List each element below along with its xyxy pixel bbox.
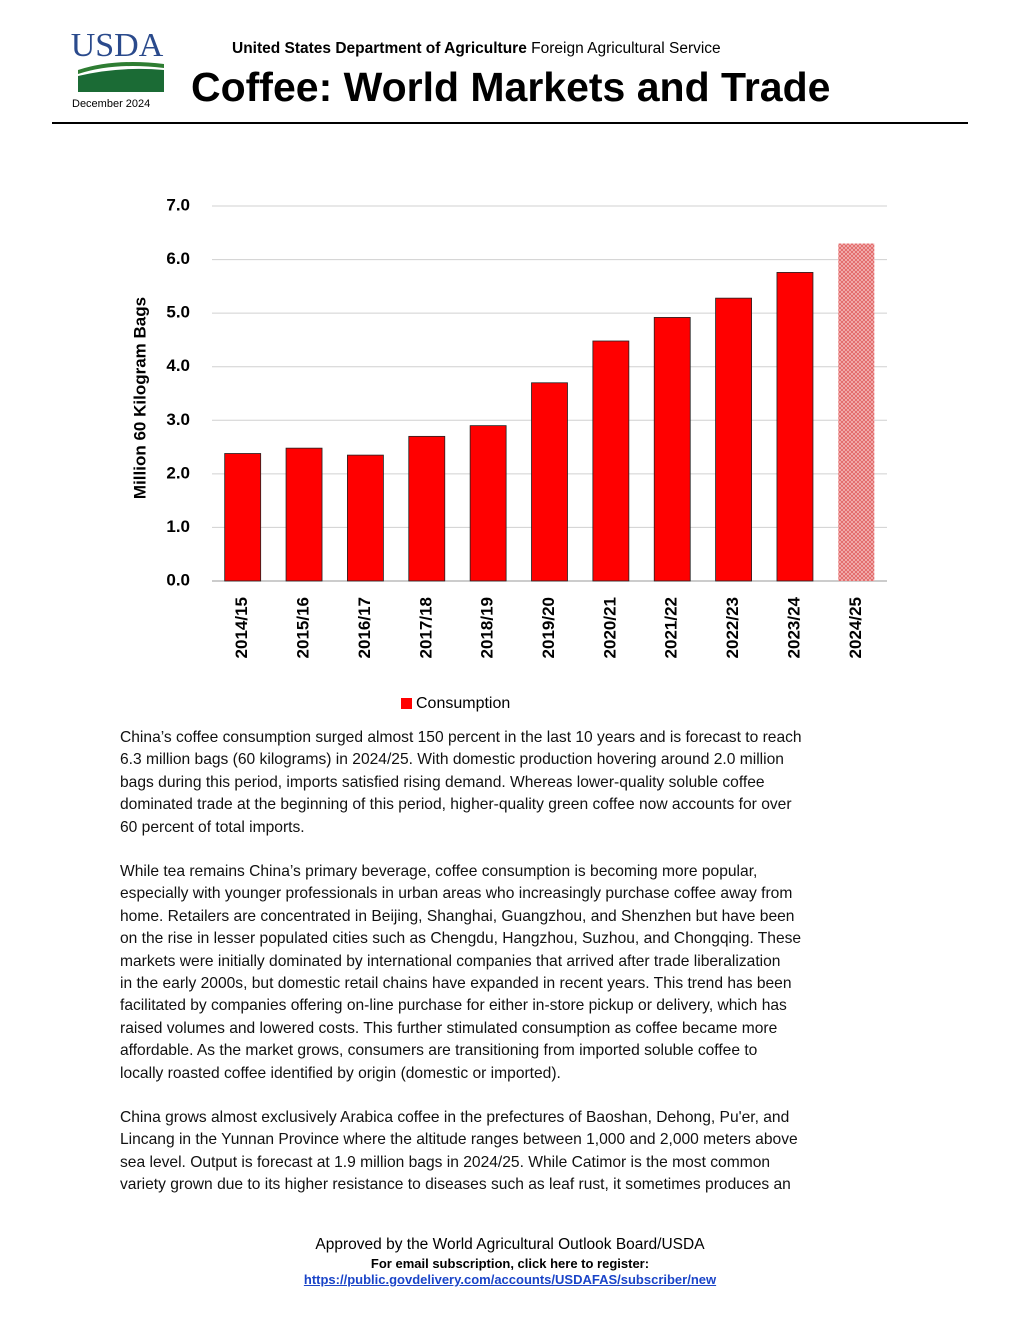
y-tick-label: 4.0 — [166, 356, 190, 375]
date: December 2024 — [72, 98, 151, 110]
subscribe-link[interactable]: https://public.govdelivery.com/accounts/… — [303, 1272, 717, 1287]
text-line: locally roasted coffee identified by ori… — [120, 1064, 561, 1082]
text-line: China grows almost exclusively Arabica c… — [120, 1109, 790, 1126]
x-tick-label: 2015/16 — [294, 597, 313, 658]
bar — [776, 272, 814, 582]
bar — [715, 297, 752, 582]
logo-text: USDA — [71, 28, 164, 64]
text-line: bags during this period, imports satisfi… — [120, 773, 765, 791]
subscribe: For email subscription, click here to re… — [370, 1256, 650, 1271]
y-axis-label: Million 60 Kilogram Bags — [130, 297, 149, 499]
text-line: markets were initially dominated by inte… — [120, 952, 781, 970]
bar — [531, 382, 568, 582]
approved: Approved by the World Agricultural Outlo… — [315, 1236, 705, 1253]
legend-label: Consumption — [416, 695, 510, 712]
x-tick-label: 2014/15 — [232, 597, 251, 658]
x-tick-label: 2023/24 — [784, 596, 803, 658]
text-line: raised volumes and lowered costs. This f… — [120, 1019, 778, 1037]
text-line: China’s coffee consumption surged almost… — [120, 729, 802, 746]
text-line: in the early 2000s, but domestic retail … — [120, 975, 792, 993]
text-line: 6.3 million bags (60 kilograms) in 2024/… — [120, 751, 784, 769]
x-tick-label: 2017/18 — [416, 597, 435, 658]
bar — [224, 453, 262, 582]
x-tick-label: 2019/20 — [539, 597, 558, 658]
x-tick-label: 2016/17 — [355, 597, 374, 658]
bar — [285, 447, 323, 582]
text-line: sea level. Output is forecast at 1.9 mil… — [120, 1153, 771, 1171]
agency: United States Department of Agriculture … — [232, 40, 721, 58]
x-tick-label: 2024/25 — [846, 597, 865, 658]
text-line: especially with younger professionals in… — [120, 885, 793, 903]
text-line: variety grown due to its higher resistan… — [120, 1176, 791, 1194]
text-line: facilitated by companies offering on-lin… — [120, 997, 787, 1015]
y-tick-label: 5.0 — [166, 303, 190, 322]
y-tick-label: 0.0 — [166, 570, 190, 589]
title: Coffee: World Markets and Trade — [191, 64, 831, 110]
text-line: While tea remains China’s primary bevera… — [120, 863, 758, 880]
usda-logo: USDA — [71, 28, 164, 92]
chart: Million 60 Kilogram Bags 0.0 1.0 2.0 3.0 4.0… — [130, 195, 887, 712]
x-tick-label: 2018/19 — [478, 597, 497, 658]
legend-swatch — [401, 698, 412, 709]
text-line: on the rise in lesser populated cities s… — [120, 930, 802, 948]
bar — [469, 425, 507, 582]
y-tick-label: 1.0 — [166, 517, 190, 536]
text-line: Lincang in the Yunnan Province where the… — [120, 1131, 798, 1149]
bar — [653, 317, 691, 582]
text-line: dominated trade at the beginning of this… — [120, 796, 792, 814]
bar — [347, 454, 384, 582]
text-line: home. Retailers are concentrated in Beij… — [120, 907, 795, 925]
bar — [592, 340, 630, 582]
x-tick-label: 2022/23 — [723, 597, 742, 658]
agency-bold: United States Department of Agriculture — [232, 40, 527, 57]
y-tick-label: 6.0 — [166, 249, 190, 268]
paragraph: China’s coffee consumption surged almost… — [120, 727, 920, 839]
y-tick-label: 3.0 — [166, 410, 190, 429]
x-tick-label: 2021/22 — [662, 597, 681, 658]
paragraph: While tea remains China’s primary bevera… — [120, 861, 920, 1085]
x-tick-label: 2020/21 — [600, 597, 619, 658]
header-rule — [52, 122, 968, 124]
agency-rest: Foreign Agricultural Service — [531, 40, 721, 57]
text-line: 60 percent of total imports. — [120, 818, 305, 836]
bar — [838, 243, 875, 581]
bar — [408, 435, 446, 582]
paragraph: China grows almost exclusively Arabica c… — [120, 1107, 920, 1197]
text-line: affordable. As the market grows, consume… — [120, 1042, 758, 1060]
y-tick-label: 7.0 — [166, 195, 190, 214]
y-tick-label: 2.0 — [166, 463, 190, 482]
